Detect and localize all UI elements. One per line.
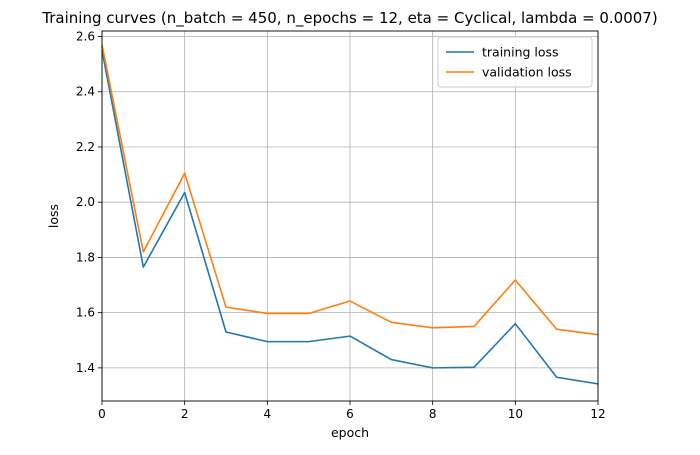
legend-box xyxy=(437,36,593,88)
x-tick-label: 0 xyxy=(98,407,106,421)
x-tick-label: 6 xyxy=(346,407,354,421)
y-tick-label: 2.2 xyxy=(76,140,95,154)
y-axis-label: loss xyxy=(46,204,61,228)
y-tick-label: 1.6 xyxy=(76,306,95,320)
x-tick-label: 12 xyxy=(590,407,605,421)
series-line-training-loss xyxy=(101,50,599,385)
x-tick-label: 4 xyxy=(264,407,272,421)
y-tick-label: 2.0 xyxy=(76,195,95,209)
x-tick-label: 2 xyxy=(181,407,189,421)
x-tick-label: 8 xyxy=(429,407,437,421)
y-tick-label: 2.6 xyxy=(76,30,95,44)
y-tick-label: 1.8 xyxy=(76,250,95,264)
y-tick-label: 1.4 xyxy=(76,361,95,375)
chart-title: Training curves (n_batch = 450, n_epochs… xyxy=(41,9,657,28)
x-axis-ticks: 0 2 4 6 8 10 12 xyxy=(98,401,606,421)
x-axis-label: epoch xyxy=(331,425,369,440)
y-axis-ticks: 1.4 1.6 1.8 2.0 2.2 2.4 2.6 xyxy=(76,30,102,375)
y-tick-label: 2.4 xyxy=(76,85,95,99)
legend-label: validation loss xyxy=(482,65,572,80)
series-line-validation-loss xyxy=(101,44,599,336)
x-tick-label: 10 xyxy=(508,407,523,421)
series-lines xyxy=(101,44,599,385)
legend-label: training loss xyxy=(482,45,559,60)
legend: training loss validation loss xyxy=(437,36,593,88)
